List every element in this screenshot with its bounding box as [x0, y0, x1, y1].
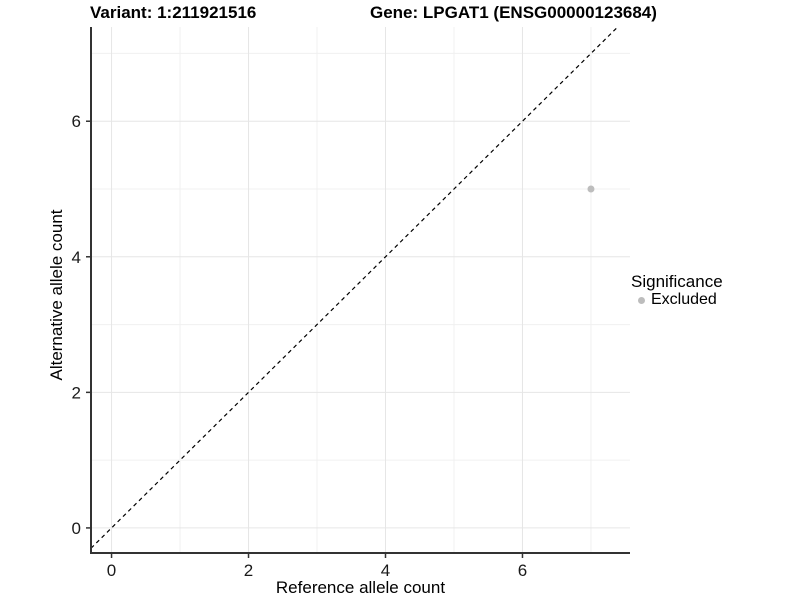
x-tick-label: 4 — [381, 561, 390, 580]
y-tick-label: 2 — [72, 383, 81, 402]
plot-title-gene: Gene: LPGAT1 (ENSG00000123684) — [370, 3, 657, 22]
y-tick-label: 0 — [72, 519, 81, 538]
y-tick-label: 4 — [72, 248, 81, 267]
x-tick-label: 6 — [518, 561, 527, 580]
legend-title: Significance — [631, 272, 723, 291]
identity-reference-line — [90, 26, 619, 549]
plot-title-variant: Variant: 1:211921516 — [90, 3, 257, 22]
legend-item-excluded: Excluded — [631, 291, 723, 309]
legend: Significance Excluded — [631, 272, 723, 309]
x-tick-label: 2 — [244, 561, 253, 580]
data-point — [587, 185, 595, 193]
axis-lines — [90, 27, 630, 554]
x-tick-label: 0 — [107, 561, 116, 580]
y-axis-title: Alternative allele count — [47, 209, 66, 381]
x-axis-title: Reference allele count — [275, 578, 446, 597]
legend-point-swatch — [638, 296, 645, 304]
y-tick-label: 6 — [72, 112, 81, 131]
legend-item-label: Excluded — [651, 291, 717, 308]
